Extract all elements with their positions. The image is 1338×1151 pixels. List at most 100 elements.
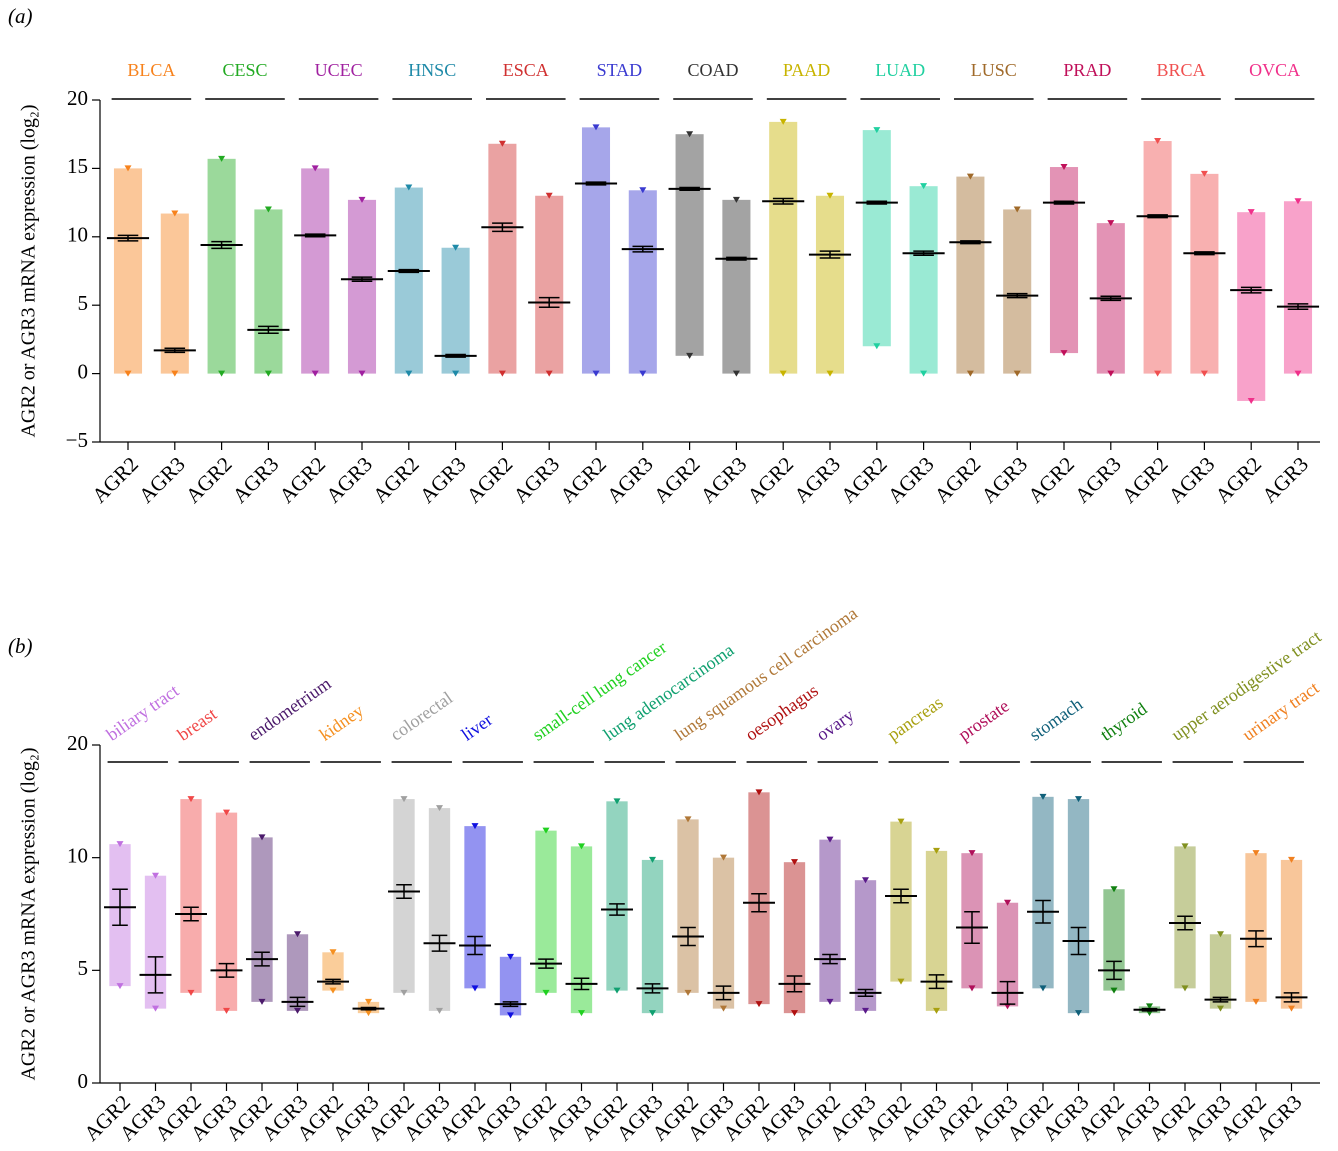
- extreme-point: [542, 827, 550, 834]
- range: [488, 143, 517, 374]
- extreme-point: [920, 183, 928, 190]
- extreme-point: [732, 370, 740, 377]
- x-tick-label: AGR2: [274, 452, 330, 508]
- group-label: STAD: [597, 60, 643, 80]
- extreme-point: [1004, 1003, 1011, 1010]
- extreme-point: [1252, 850, 1260, 857]
- extreme-point: [720, 1005, 727, 1012]
- error-bar: [609, 903, 625, 916]
- range: [1280, 859, 1303, 1009]
- extreme-point: [365, 998, 372, 1005]
- error-bar: [1240, 286, 1262, 294]
- extreme-point: [329, 949, 337, 956]
- extreme-point: [329, 987, 337, 994]
- error-bar: [585, 181, 607, 186]
- extreme-point: [1288, 856, 1295, 863]
- range: [1103, 889, 1125, 991]
- panel-label: (a): [8, 4, 33, 28]
- range: [606, 801, 628, 991]
- error-bar: [254, 951, 270, 967]
- error-bar: [1248, 930, 1264, 948]
- group-label: kidney: [316, 700, 368, 744]
- group-label: OVCA: [1249, 60, 1300, 80]
- extreme-point: [218, 155, 226, 162]
- extreme-point: [452, 244, 460, 251]
- range: [535, 195, 564, 374]
- y-tick-label: 5: [78, 956, 89, 980]
- extreme-point: [1247, 397, 1255, 404]
- range: [180, 799, 202, 993]
- range: [675, 134, 704, 356]
- range: [535, 830, 557, 993]
- error-bar: [431, 934, 448, 952]
- x-tick-label: AGR2: [368, 452, 424, 508]
- extreme-point: [755, 789, 763, 796]
- extreme-point: [116, 841, 124, 848]
- range: [677, 819, 699, 993]
- group-label: UCEC: [315, 60, 363, 80]
- extreme-point: [1154, 138, 1162, 145]
- extreme-point: [933, 1007, 940, 1014]
- group-label: prostate: [955, 696, 1013, 745]
- extreme-point: [649, 1010, 656, 1017]
- range: [1283, 201, 1313, 374]
- error-bar: [644, 983, 661, 994]
- extreme-point: [152, 872, 159, 879]
- extreme-point: [1013, 206, 1021, 213]
- extreme-point: [1039, 985, 1047, 992]
- range: [628, 190, 657, 374]
- extreme-point: [498, 140, 506, 147]
- error-bar: [632, 245, 654, 253]
- extreme-point: [873, 343, 881, 350]
- extreme-point: [686, 131, 694, 138]
- x-tick-label: AGR3: [321, 452, 377, 508]
- extreme-point: [545, 370, 553, 377]
- range: [819, 839, 841, 1002]
- range: [641, 859, 664, 1014]
- extreme-point: [1181, 985, 1189, 992]
- extreme-point: [294, 1007, 301, 1014]
- extreme-point: [258, 834, 266, 841]
- error-bar: [726, 256, 747, 261]
- range: [113, 168, 143, 374]
- extreme-point: [1013, 370, 1021, 377]
- extreme-point: [1247, 209, 1255, 216]
- extreme-point: [1200, 370, 1208, 377]
- group-label: ovary: [813, 705, 858, 745]
- error-bar: [573, 977, 590, 991]
- y-tick-label: 10: [67, 843, 88, 867]
- extreme-point: [1181, 843, 1189, 850]
- error-bar: [1100, 295, 1122, 302]
- extreme-point: [639, 187, 647, 194]
- extreme-point: [720, 854, 727, 861]
- extreme-point: [1110, 987, 1118, 994]
- extreme-point: [171, 370, 179, 377]
- x-tick-label: AGR2: [1023, 452, 1079, 508]
- range: [1190, 173, 1219, 374]
- extreme-point: [124, 165, 132, 172]
- error-bar: [289, 996, 306, 1008]
- error-bar: [1177, 915, 1193, 931]
- extreme-point: [578, 843, 585, 850]
- extreme-point: [1146, 1010, 1153, 1017]
- error-bar: [1053, 200, 1075, 205]
- error-bar: [1194, 251, 1215, 256]
- x-tick-label: AGR2: [742, 452, 798, 508]
- extreme-point: [507, 953, 514, 960]
- y-tick-label: 15: [67, 154, 88, 178]
- error-bar: [822, 953, 838, 965]
- group-label: BRCA: [1156, 60, 1205, 80]
- range: [1245, 853, 1267, 1002]
- extreme-point: [405, 184, 413, 191]
- range: [428, 808, 451, 1011]
- x-tick-label: AGR3: [976, 452, 1032, 508]
- range: [1003, 209, 1032, 374]
- error-bar: [164, 347, 186, 354]
- extreme-point: [826, 836, 834, 843]
- error-bar: [445, 353, 466, 358]
- extreme-point: [311, 165, 319, 172]
- extreme-point: [471, 985, 479, 992]
- group-label: biliary tract: [103, 680, 183, 744]
- error-bar: [786, 975, 803, 993]
- extreme-point: [116, 983, 124, 990]
